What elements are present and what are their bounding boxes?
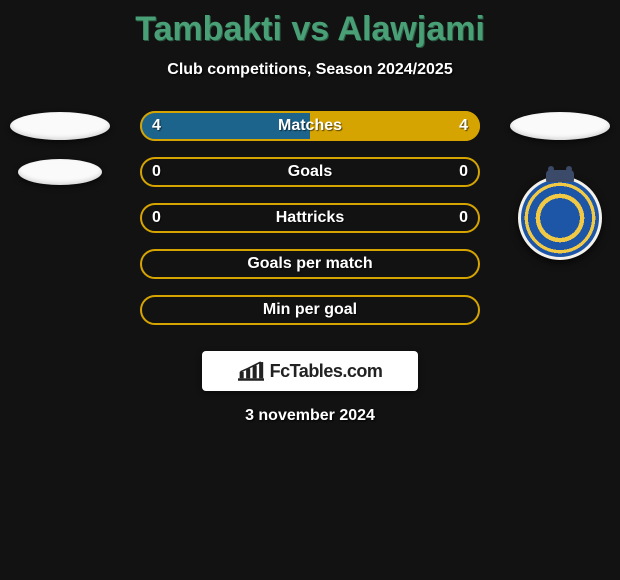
stat-bar: 0 0 Hattricks [140,203,480,233]
stat-bar: 4 4 Matches [140,111,480,141]
stat-bar: 0 0 Goals [140,157,480,187]
page-subtitle: Club competitions, Season 2024/2025 [0,61,620,79]
stat-row: 0 0 Hattricks [0,195,620,241]
stat-row: 4 4 Matches [0,103,620,149]
stat-value-left: 0 [152,163,161,181]
stat-value-left: 0 [152,209,161,227]
team-left-badge [10,103,110,149]
footer-date: 3 november 2024 [0,407,620,425]
ellipse-icon [510,112,610,140]
ellipse-icon [18,159,102,185]
stat-bar: Goals per match [140,249,480,279]
stat-label: Min per goal [263,301,357,319]
stat-value-right: 0 [459,209,468,227]
stat-row: Goals per match [0,241,620,287]
stat-row: Min per goal [0,287,620,333]
brand-box: FcTables.com [202,351,418,391]
stat-label: Goals per match [247,255,372,273]
stat-label: Matches [278,117,342,135]
stat-bar: Min per goal [140,295,480,325]
stat-value-right: 4 [459,117,468,135]
stat-label: Goals [288,163,332,181]
stat-value-left: 4 [152,117,161,135]
ellipse-icon [10,112,110,140]
stat-value-right: 0 [459,163,468,181]
stats-rows: 4 4 Matches 0 0 Goals 0 0 Hattricks Goals per mat… [0,103,620,333]
bar-chart-icon [238,360,264,382]
stat-label: Hattricks [276,209,344,227]
team-right-badge [510,103,610,149]
page-title: Tambakti vs Alawjami [0,0,620,49]
brand-text: FcTables.com [270,361,383,382]
team-left-badge [10,149,110,195]
